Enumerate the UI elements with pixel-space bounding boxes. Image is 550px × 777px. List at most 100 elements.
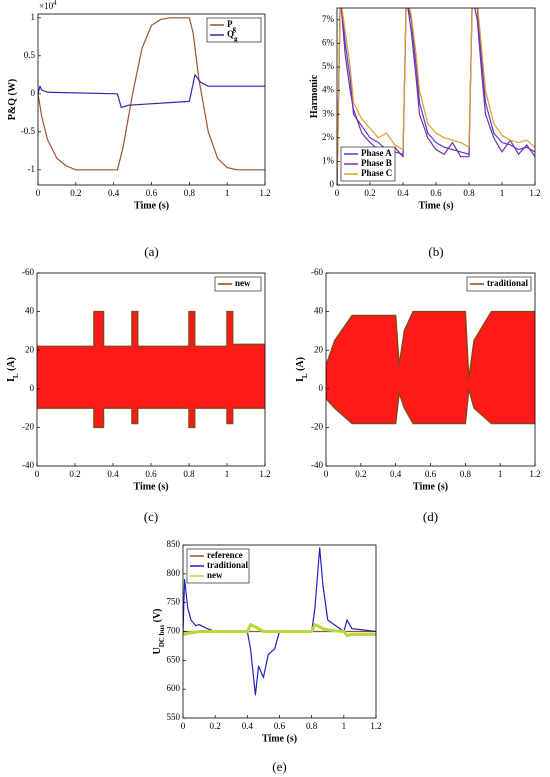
y-tick-label: 1% bbox=[322, 155, 335, 165]
band-edge bbox=[326, 388, 535, 425]
x-tick-label: 0.4 bbox=[242, 721, 254, 731]
x-tick-label: 1 bbox=[225, 469, 230, 479]
y-tick-label: -20 bbox=[22, 421, 34, 431]
label-part: L bbox=[12, 373, 20, 378]
series-line bbox=[183, 547, 376, 696]
x-tick-label: 0.8 bbox=[460, 469, 472, 479]
label-part: I bbox=[6, 378, 17, 382]
x-tick-label: 0 bbox=[36, 188, 41, 198]
x-tick-label: 0.2 bbox=[355, 469, 366, 479]
plot-data bbox=[326, 310, 535, 425]
legend-box bbox=[206, 17, 262, 43]
band-edge bbox=[37, 407, 265, 429]
y-tick-label: 650 bbox=[167, 654, 181, 664]
legend-label: traditional bbox=[207, 560, 249, 570]
y-tick-label: -20 bbox=[311, 421, 323, 431]
y-axis-label: UDC bus (V) bbox=[152, 609, 165, 655]
legend-box bbox=[214, 276, 262, 292]
x-tick-label: 0.4 bbox=[397, 188, 409, 198]
y-axis-label: Harmonic bbox=[309, 74, 320, 118]
panel-caption: (c) bbox=[144, 509, 158, 524]
x-tick-label: 1.2 bbox=[259, 188, 270, 198]
y-tick-label: 20 bbox=[25, 344, 35, 354]
y-axis-label: P&Q (W) bbox=[7, 79, 18, 120]
label-part: I bbox=[295, 378, 306, 382]
x-tick-label: 0.6 bbox=[425, 469, 437, 479]
label-part: g bbox=[233, 25, 237, 33]
y-tick-label: 0 bbox=[330, 179, 335, 189]
label-part: Harmonic bbox=[309, 74, 320, 118]
y-tick-label: 700 bbox=[167, 626, 181, 636]
band-edge bbox=[37, 310, 265, 348]
x-tick-label: 0 bbox=[35, 469, 40, 479]
label-part: new bbox=[207, 570, 223, 580]
x-tick-label: 0 bbox=[335, 188, 340, 198]
series-line bbox=[337, 8, 535, 185]
plot-data bbox=[38, 17, 265, 171]
x-tick-label: 0.8 bbox=[183, 469, 195, 479]
x-tick-label: 1.2 bbox=[529, 188, 540, 198]
y-tick-label: 850 bbox=[167, 539, 181, 549]
y-tick-label: -40 bbox=[311, 460, 323, 470]
label-part: Phase C bbox=[361, 168, 392, 178]
x-tick-label: 0.4 bbox=[108, 188, 120, 198]
y-tick-label: 4% bbox=[322, 85, 335, 95]
x-tick-label: 0.6 bbox=[430, 188, 442, 198]
legend-box bbox=[466, 276, 532, 292]
series-line bbox=[337, 8, 535, 185]
x-tick-label: 0.4 bbox=[390, 469, 402, 479]
y-tick-label: -1 bbox=[28, 164, 36, 174]
legend-label: Phase C bbox=[361, 168, 392, 178]
x-tick-label: 1.2 bbox=[259, 469, 270, 479]
x-axis-label: Time (s) bbox=[262, 733, 297, 744]
x-tick-label: 0.2 bbox=[210, 721, 221, 731]
legend-label: reference bbox=[207, 550, 243, 560]
panel-caption: (e) bbox=[272, 759, 286, 774]
y-tick-label: 40 bbox=[25, 306, 35, 316]
y-tick-label: 1 bbox=[31, 12, 36, 22]
x-axis-label: Time (s) bbox=[133, 481, 168, 492]
y-tick-label: 0 bbox=[31, 88, 36, 98]
x-tick-label: 0.2 bbox=[70, 188, 81, 198]
x-tick-label: 0.8 bbox=[306, 721, 318, 731]
label-part: ×10 bbox=[39, 1, 54, 11]
x-axis-label: Time (s) bbox=[413, 481, 448, 492]
legend-label: Qg bbox=[227, 29, 238, 43]
x-tick-label: 0 bbox=[181, 721, 186, 731]
x-tick-label: 1 bbox=[342, 721, 347, 731]
legend-label: Pg bbox=[227, 19, 237, 33]
plot-area bbox=[38, 14, 265, 185]
y-tick-label: 6% bbox=[322, 37, 335, 47]
legend-label: traditional bbox=[487, 278, 529, 288]
y-tick-label: -60 bbox=[22, 267, 34, 277]
label-part: traditional bbox=[207, 560, 249, 570]
y-tick-label: 0 bbox=[30, 383, 35, 393]
plot-data bbox=[183, 547, 376, 696]
y-tick-label: 7% bbox=[322, 14, 335, 24]
signal-band bbox=[326, 311, 535, 424]
label-part: P&Q (W) bbox=[7, 79, 18, 120]
y-tick-label: 750 bbox=[167, 597, 181, 607]
x-tick-label: 0 bbox=[324, 469, 329, 479]
label-part: (A) bbox=[6, 357, 17, 373]
y-tick-label: -0.5 bbox=[21, 126, 36, 136]
x-axis-label: Time (s) bbox=[418, 200, 453, 211]
x-tick-label: 1.2 bbox=[529, 469, 540, 479]
label-part: reference bbox=[207, 550, 243, 560]
x-tick-label: 1 bbox=[498, 469, 503, 479]
label-part: U bbox=[152, 647, 163, 654]
x-tick-label: 0.4 bbox=[107, 469, 119, 479]
panel-caption: (b) bbox=[428, 244, 443, 259]
legend-label: new bbox=[207, 570, 223, 580]
series-line bbox=[38, 74, 265, 109]
legend-label: Phase A bbox=[361, 148, 392, 158]
x-tick-label: 0.8 bbox=[184, 188, 196, 198]
label-part: DC bus bbox=[158, 625, 166, 648]
series-line bbox=[183, 623, 376, 638]
y-axis-label: IL (A) bbox=[295, 357, 308, 382]
label-part: g bbox=[234, 35, 238, 43]
label-part: (A) bbox=[295, 357, 306, 373]
y-tick-label: 40 bbox=[314, 306, 324, 316]
label-part: 4 bbox=[53, 0, 57, 7]
